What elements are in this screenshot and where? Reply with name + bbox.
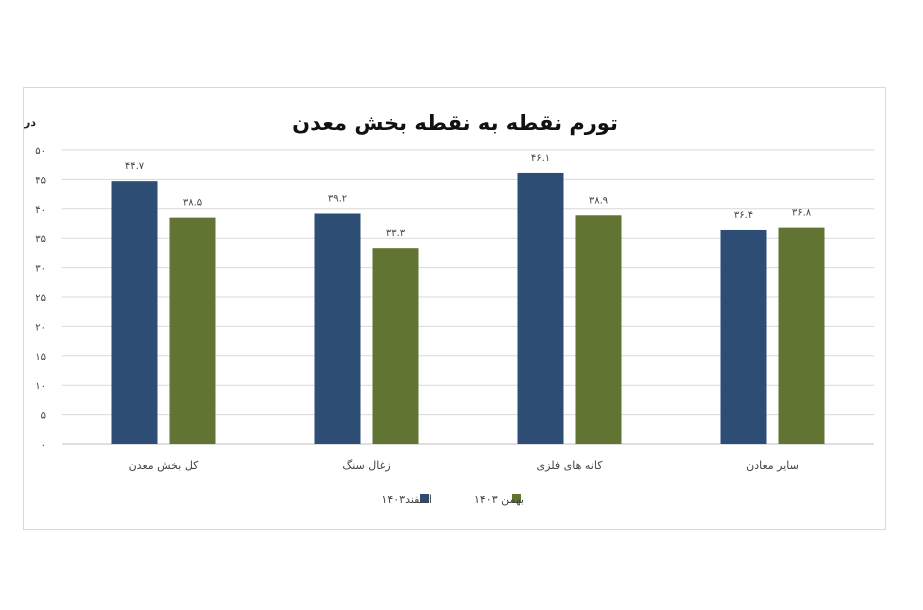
data-label: ۳۸.۹ <box>589 195 608 206</box>
data-label: ۴۴.۷ <box>125 161 145 172</box>
bar <box>111 181 158 444</box>
data-label: ۴۶.۱ <box>531 153 550 164</box>
y-axis-ticks: ۰ ۵ ۱۰ ۱۵ ۲۰ ۲۵ ۳۰ ۳۵ ۴۰ ۴۵ ۵۰ <box>35 146 46 451</box>
y-tick-label: ۴۰ <box>35 205 46 216</box>
data-label: ۳۶.۴ <box>734 210 753 221</box>
legend-swatch <box>420 494 429 503</box>
category-label: کل بخش معدن <box>129 459 200 472</box>
y-tick-label: ۴۵ <box>35 175 46 186</box>
y-axis-unit-label: درصد <box>24 116 36 129</box>
legend: اسفند۱۴۰۳ بهمن ۱۴۰۳ <box>381 493 524 506</box>
chart-title: تورم نقطه به نقطه بخش معدن <box>292 111 618 135</box>
category-label: زغال سنگ <box>342 459 390 472</box>
bar <box>517 172 564 444</box>
legend-label: بهمن ۱۴۰۳ <box>474 493 524 506</box>
legend-label: اسفند۱۴۰۳ <box>381 493 432 506</box>
data-label: ۳۸.۵ <box>183 198 202 209</box>
bar <box>169 217 216 444</box>
y-tick-label: ۲۵ <box>35 293 46 304</box>
category-label: سایر معادن <box>746 459 799 472</box>
data-label: ۳۳.۳ <box>386 228 406 239</box>
y-tick-label: ۵۰ <box>35 146 46 157</box>
bar-chart: تورم نقطه به نقطه بخش معدن درصد ۰ ۵ ۱۰ ۱۵ ۲۰… <box>24 111 874 506</box>
y-tick-label: ۰ <box>41 440 46 451</box>
bar <box>778 227 825 444</box>
y-tick-label: ۲۰ <box>35 322 46 333</box>
data-label: ۳۶.۸ <box>792 208 812 219</box>
bar <box>314 213 361 444</box>
category-label: کانه های فلزی <box>537 459 604 472</box>
y-tick-label: ۱۰ <box>35 381 46 392</box>
chart-frame: تورم نقطه به نقطه بخش معدن درصد ۰ ۵ ۱۰ ۱۵ ۲۰… <box>23 87 886 530</box>
bars <box>111 172 825 444</box>
y-tick-label: ۳۰ <box>35 264 46 275</box>
bar <box>575 215 622 444</box>
data-labels: ۴۴.۷ ۳۸.۵ ۳۹.۲ ۳۳.۳ ۴۶.۱ ۳۸.۹ ۳۶.۴ ۳۶.۸ <box>125 153 812 239</box>
y-tick-label: ۱۵ <box>35 352 46 363</box>
category-labels: کل بخش معدن زغال سنگ کانه های فلزی سایر معا… <box>129 459 799 472</box>
bar <box>720 229 767 444</box>
data-label: ۳۹.۲ <box>328 194 347 205</box>
y-tick-label: ۳۵ <box>35 234 46 245</box>
legend-swatch <box>512 494 521 503</box>
bar <box>372 248 419 444</box>
y-tick-label: ۵ <box>41 411 46 422</box>
